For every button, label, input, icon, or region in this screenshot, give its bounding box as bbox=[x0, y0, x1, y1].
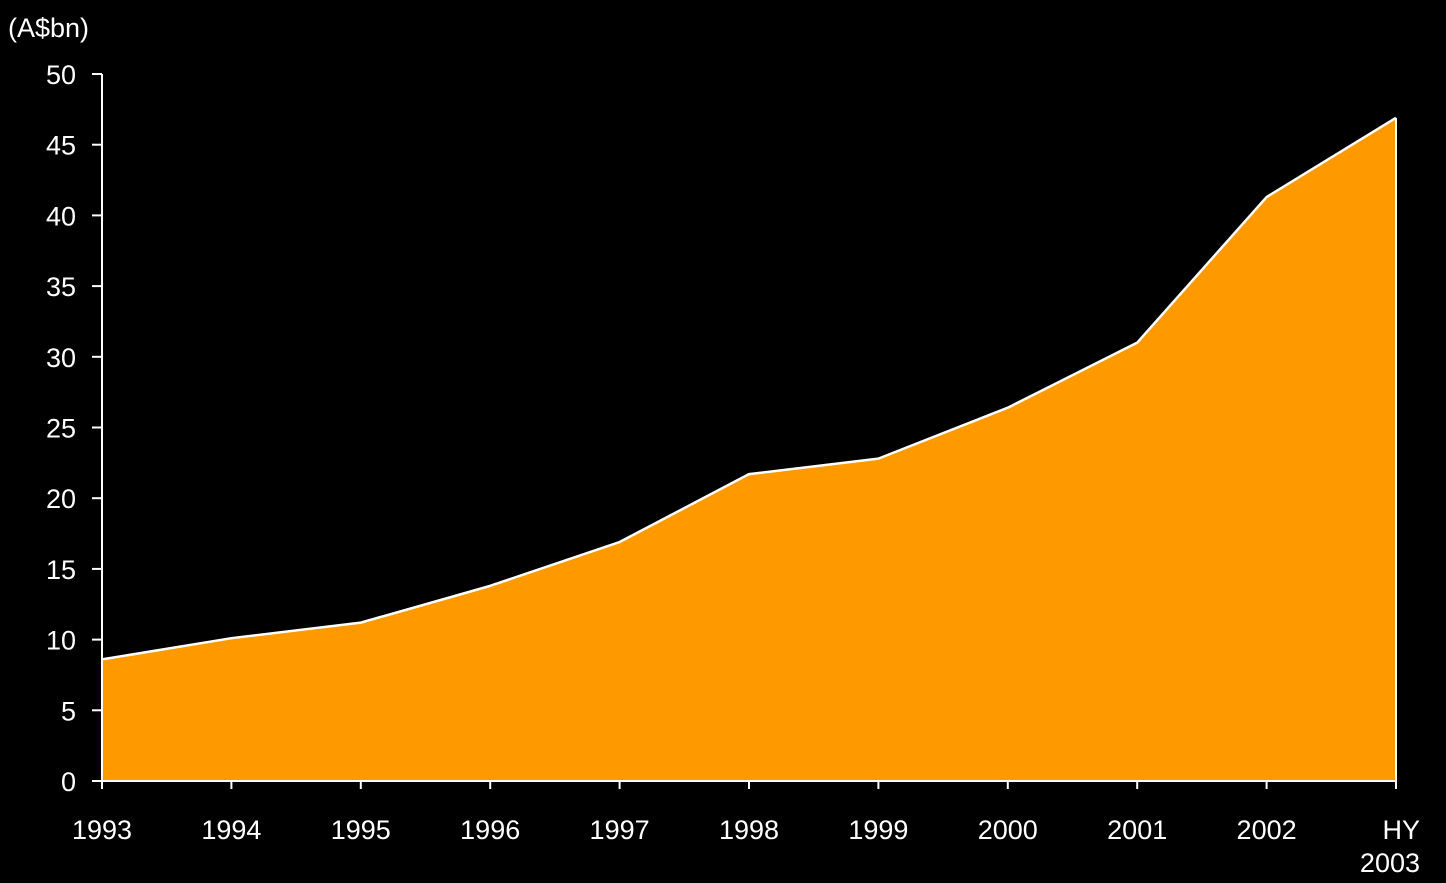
x-tick-label: 1999 bbox=[848, 815, 908, 845]
y-tick-label: 0 bbox=[61, 767, 76, 797]
y-tick-label: 35 bbox=[46, 272, 76, 302]
area-fill bbox=[102, 117, 1396, 782]
y-axis-unit-label: (A$bn) bbox=[8, 13, 89, 43]
label-layer: 0 5 10 15 20 25 30 35 40 45 50 1993 1994 1995 1996 1997… bbox=[46, 60, 1420, 878]
y-tick-label: 30 bbox=[46, 343, 76, 373]
series-line bbox=[101, 116, 1397, 661]
y-tick-label: 10 bbox=[46, 626, 76, 656]
x-tick-label: 1996 bbox=[460, 815, 520, 845]
y-tick-label: 5 bbox=[61, 696, 76, 726]
x-tick-label: 1994 bbox=[201, 815, 261, 845]
x-tick-label: 2002 bbox=[1237, 815, 1297, 845]
x-tick-label: 1995 bbox=[331, 815, 391, 845]
y-tick-label: 25 bbox=[46, 414, 76, 444]
x-tick-label: HY 2003 bbox=[1360, 815, 1420, 878]
x-tick-label: 1998 bbox=[719, 815, 779, 845]
y-tick-label: 45 bbox=[46, 131, 76, 161]
y-tick-label: 15 bbox=[46, 555, 76, 585]
y-tick-label: 20 bbox=[46, 484, 76, 514]
x-tick-label: 2000 bbox=[978, 815, 1038, 845]
x-tick-label: 1993 bbox=[72, 815, 132, 845]
y-tick-label: 50 bbox=[46, 60, 76, 90]
axis-layer bbox=[92, 73, 1397, 789]
area-layer bbox=[101, 116, 1397, 782]
x-tick-label: 1997 bbox=[590, 815, 650, 845]
x-tick-label: 2001 bbox=[1107, 815, 1167, 845]
y-tick-label: 40 bbox=[46, 201, 76, 231]
